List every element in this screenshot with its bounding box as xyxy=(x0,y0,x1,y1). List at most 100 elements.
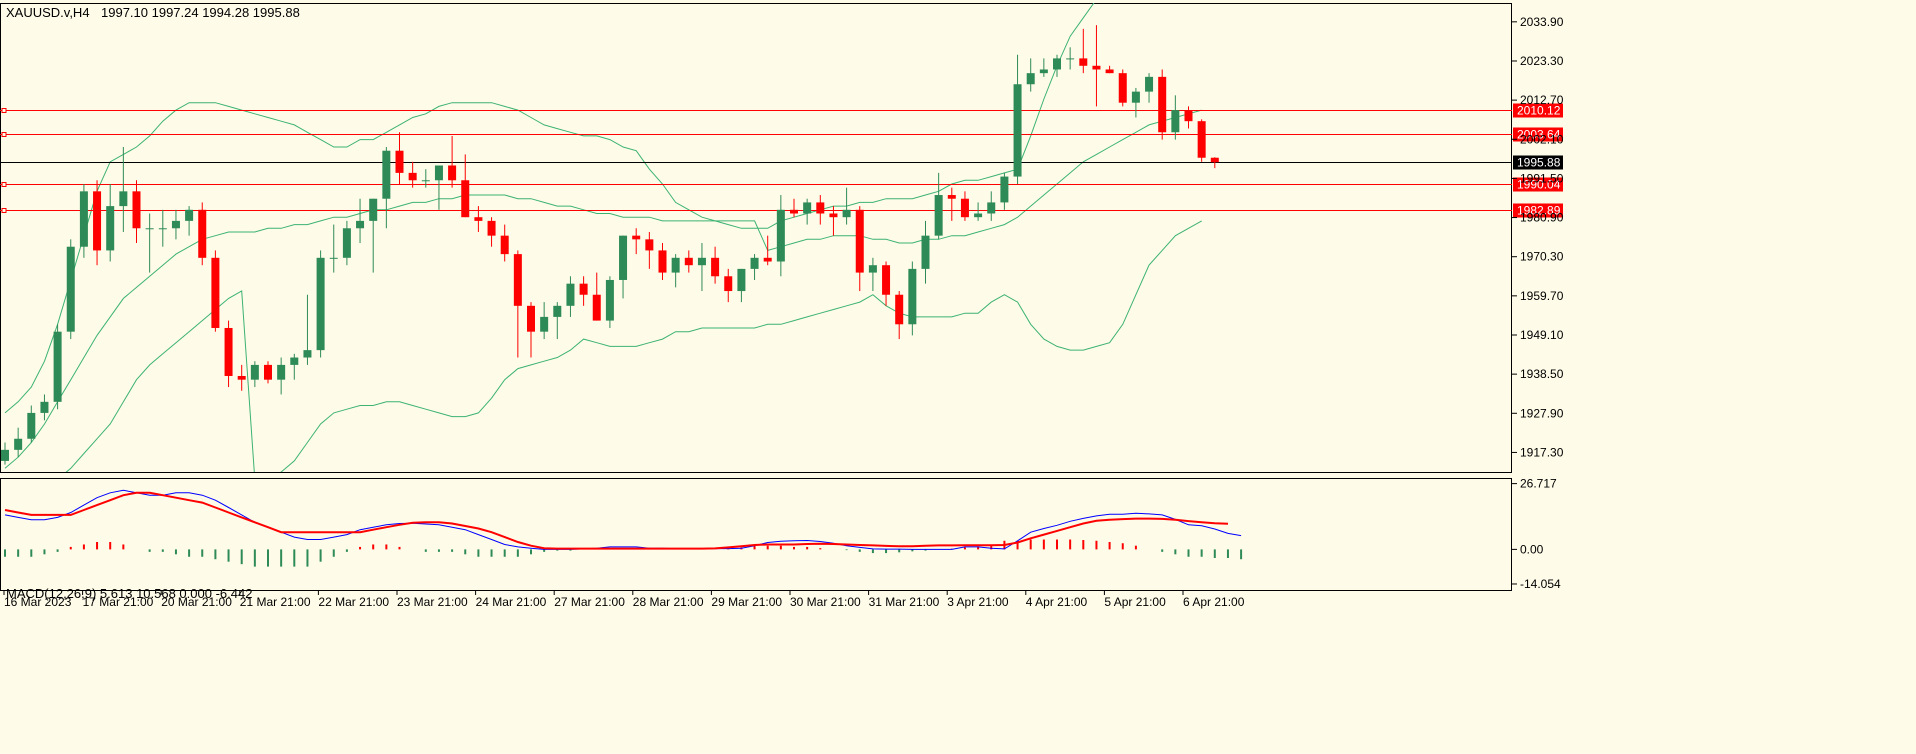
bull-candle[interactable] xyxy=(1053,58,1061,70)
bull-candle[interactable] xyxy=(1000,176,1009,203)
bull-candle[interactable] xyxy=(842,209,851,218)
bull-candle[interactable] xyxy=(421,180,430,182)
bull-candle[interactable] xyxy=(185,209,194,221)
bull-candle[interactable] xyxy=(1145,76,1154,92)
bull-candle[interactable] xyxy=(974,213,983,218)
bear-candle[interactable] xyxy=(461,180,470,218)
bull-candle[interactable] xyxy=(908,268,917,325)
bear-candle[interactable] xyxy=(500,235,509,255)
bull-candle[interactable] xyxy=(1171,110,1180,133)
time-tick-label: 20 Mar 21:00 xyxy=(161,595,232,609)
bull-candle[interactable] xyxy=(750,257,759,269)
bear-candle[interactable] xyxy=(763,257,772,262)
bear-candle[interactable] xyxy=(198,209,207,258)
bull-candle[interactable] xyxy=(316,257,325,351)
level-handle[interactable] xyxy=(1,182,7,187)
bear-candle[interactable] xyxy=(947,195,956,199)
bull-candle[interactable] xyxy=(171,220,180,229)
bull-candle[interactable] xyxy=(553,305,562,317)
bear-candle[interactable] xyxy=(513,254,522,306)
bull-candle[interactable] xyxy=(382,150,391,199)
bear-candle[interactable] xyxy=(395,150,404,173)
bear-candle[interactable] xyxy=(579,283,588,295)
bull-candle[interactable] xyxy=(303,350,312,358)
level-handle[interactable] xyxy=(1,108,7,113)
bull-candle[interactable] xyxy=(1131,91,1140,103)
bull-candle[interactable] xyxy=(342,228,351,258)
level-handle[interactable] xyxy=(1,132,7,137)
bull-candle[interactable] xyxy=(605,279,614,321)
symbol-label: XAUUSD.v,H4 xyxy=(6,5,90,20)
bull-candle[interactable] xyxy=(79,191,88,247)
bear-candle[interactable] xyxy=(895,294,904,325)
bear-candle[interactable] xyxy=(487,220,496,236)
bear-candle[interactable] xyxy=(474,217,483,221)
bull-candle[interactable] xyxy=(290,357,299,365)
bull-candle[interactable] xyxy=(1039,69,1048,74)
bear-candle[interactable] xyxy=(408,172,417,181)
bear-candle[interactable] xyxy=(448,165,457,181)
level-handle[interactable] xyxy=(1,208,7,213)
bear-candle[interactable] xyxy=(527,305,535,332)
bear-candle[interactable] xyxy=(658,250,667,273)
bear-candle[interactable] xyxy=(592,294,601,321)
bull-candle[interactable] xyxy=(776,209,785,262)
bear-candle[interactable] xyxy=(684,257,693,266)
bull-candle[interactable] xyxy=(921,235,930,269)
bull-candle[interactable] xyxy=(277,364,286,380)
bear-candle[interactable] xyxy=(1197,121,1206,158)
bull-candle[interactable] xyxy=(803,202,812,214)
bull-candle[interactable] xyxy=(1013,84,1022,177)
bear-candle[interactable] xyxy=(882,265,891,295)
bear-candle[interactable] xyxy=(645,239,654,251)
bull-candle[interactable] xyxy=(934,195,943,236)
bear-candle[interactable] xyxy=(632,235,641,240)
bull-candle[interactable] xyxy=(145,228,154,230)
bull-candle[interactable] xyxy=(697,257,706,266)
bull-candle[interactable] xyxy=(119,191,128,207)
bull-candle[interactable] xyxy=(27,412,36,439)
bear-candle[interactable] xyxy=(711,257,720,277)
bull-candle[interactable] xyxy=(868,265,877,273)
bear-candle[interactable] xyxy=(1118,73,1127,103)
bear-candle[interactable] xyxy=(1079,58,1088,66)
bear-candle[interactable] xyxy=(960,198,969,218)
bull-candle[interactable] xyxy=(369,198,378,221)
bull-candle[interactable] xyxy=(671,257,680,273)
bull-candle[interactable] xyxy=(356,220,365,229)
bear-candle[interactable] xyxy=(1184,110,1193,122)
bull-candle[interactable] xyxy=(737,268,746,292)
bear-candle[interactable] xyxy=(1210,157,1219,163)
bull-candle[interactable] xyxy=(158,228,167,230)
bull-candle[interactable] xyxy=(619,235,628,280)
bull-candle[interactable] xyxy=(1,449,9,461)
bull-candle[interactable] xyxy=(434,165,443,181)
bear-candle[interactable] xyxy=(1105,69,1114,74)
bull-candle[interactable] xyxy=(53,331,62,402)
bear-candle[interactable] xyxy=(224,327,233,376)
bull-candle[interactable] xyxy=(66,246,75,332)
bear-candle[interactable] xyxy=(93,191,102,251)
bull-candle[interactable] xyxy=(14,438,23,450)
bear-candle[interactable] xyxy=(1092,65,1101,70)
bull-candle[interactable] xyxy=(106,206,115,251)
bear-candle[interactable] xyxy=(211,257,220,328)
bear-candle[interactable] xyxy=(816,202,825,214)
bear-candle[interactable] xyxy=(1158,76,1167,133)
bear-candle[interactable] xyxy=(264,364,272,380)
bull-candle[interactable] xyxy=(1026,73,1035,85)
bear-candle[interactable] xyxy=(790,209,798,214)
bear-candle[interactable] xyxy=(829,213,838,218)
bear-candle[interactable] xyxy=(237,375,246,380)
bull-candle[interactable] xyxy=(329,257,338,259)
bull-candle[interactable] xyxy=(40,401,49,413)
bull-candle[interactable] xyxy=(566,283,575,306)
bear-candle[interactable] xyxy=(855,209,864,273)
bull-candle[interactable] xyxy=(1066,58,1075,60)
bull-candle[interactable] xyxy=(540,316,549,332)
bull-candle[interactable] xyxy=(987,202,996,214)
bull-candle[interactable] xyxy=(250,364,259,380)
bear-candle[interactable] xyxy=(724,276,733,292)
bear-candle[interactable] xyxy=(132,191,141,229)
